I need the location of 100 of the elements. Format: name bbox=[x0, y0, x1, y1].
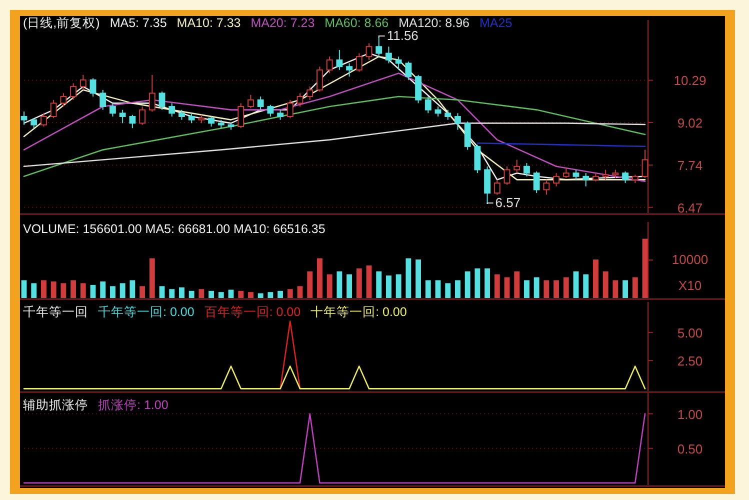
bar bbox=[21, 280, 27, 298]
candlestick bbox=[326, 56, 333, 74]
bar bbox=[474, 268, 480, 298]
bar bbox=[41, 280, 46, 298]
bar bbox=[179, 287, 184, 298]
bar bbox=[60, 283, 66, 298]
candlestick bbox=[257, 96, 264, 110]
text: 十年等一回: 0.00 bbox=[310, 305, 407, 319]
bar bbox=[228, 290, 234, 298]
candlestick bbox=[80, 74, 86, 90]
candlestick bbox=[474, 144, 481, 174]
candlestick bbox=[366, 42, 372, 60]
candlestick bbox=[356, 52, 362, 72]
candlestick bbox=[238, 102, 244, 129]
bar bbox=[297, 286, 303, 298]
bar bbox=[445, 283, 451, 298]
bar bbox=[573, 271, 579, 298]
bar bbox=[554, 280, 559, 298]
candlestick bbox=[60, 92, 67, 108]
text: MA120: 8.96 bbox=[398, 16, 470, 30]
bar bbox=[366, 265, 372, 298]
annotation: 6.57 bbox=[495, 195, 521, 210]
bar bbox=[544, 280, 550, 298]
candlestick bbox=[494, 179, 500, 196]
candlestick bbox=[90, 78, 96, 98]
y-tick-label: 10.29 bbox=[674, 73, 706, 88]
chart-title: 辅助抓涨停 bbox=[23, 398, 88, 412]
annotation: 千年等一回: 0.00 bbox=[98, 305, 194, 319]
candlestick bbox=[582, 172, 590, 187]
candlestick bbox=[188, 112, 195, 124]
bar bbox=[336, 271, 342, 298]
candlestick bbox=[286, 99, 294, 119]
candlestick bbox=[405, 61, 412, 80]
candlestick bbox=[336, 49, 343, 70]
candlestick bbox=[434, 106, 442, 117]
bar bbox=[622, 280, 628, 298]
bar bbox=[494, 274, 500, 298]
text: MA25 bbox=[480, 16, 512, 30]
text: MA20: 7.23 bbox=[250, 16, 315, 30]
y-tick-label: 6.47 bbox=[677, 200, 703, 216]
candlestick bbox=[504, 166, 510, 186]
bar bbox=[218, 292, 224, 298]
bar bbox=[258, 293, 264, 298]
chart-title: (日线,前复权) bbox=[23, 16, 100, 30]
candlestick bbox=[543, 179, 550, 196]
candlestick bbox=[622, 170, 628, 184]
bar bbox=[642, 238, 648, 298]
y-tick-label: 7.74 bbox=[677, 158, 703, 174]
bar bbox=[140, 286, 145, 298]
annotation: 11.56 bbox=[386, 28, 418, 43]
text: MA5: 7.35 bbox=[110, 16, 167, 30]
y-tick-label: 9.02 bbox=[677, 115, 703, 130]
candlestick bbox=[168, 102, 176, 117]
candlestick bbox=[296, 92, 304, 108]
bar bbox=[188, 290, 194, 298]
y-tick-label: 5.00 bbox=[677, 325, 703, 340]
text: MA10: 7.33 bbox=[176, 16, 241, 30]
bar bbox=[425, 280, 431, 298]
candlestick bbox=[424, 96, 432, 114]
bar bbox=[110, 286, 116, 298]
line-series bbox=[23, 96, 646, 178]
bar bbox=[464, 271, 470, 298]
candlestick bbox=[386, 46, 392, 64]
y-tick-label: 1.00 bbox=[677, 406, 703, 422]
y-tick-label: 0.50 bbox=[677, 441, 703, 456]
bar bbox=[593, 259, 598, 298]
bar bbox=[484, 268, 490, 298]
candlestick bbox=[148, 74, 156, 112]
candlestick bbox=[376, 37, 382, 58]
candlestick bbox=[524, 162, 530, 177]
text: 抓涨停: 1.00 bbox=[98, 398, 168, 412]
candlestick bbox=[100, 89, 106, 110]
bar bbox=[90, 284, 96, 298]
bar bbox=[198, 289, 204, 298]
candlestick bbox=[572, 169, 580, 180]
candlestick bbox=[444, 109, 452, 120]
bar bbox=[514, 271, 520, 298]
bar bbox=[287, 289, 293, 298]
bar bbox=[612, 280, 618, 298]
bar bbox=[632, 277, 638, 298]
candlestick bbox=[346, 62, 352, 78]
candlestick bbox=[464, 120, 471, 150]
candlestick bbox=[316, 66, 323, 92]
bar bbox=[208, 290, 214, 298]
bar bbox=[100, 281, 106, 298]
bar bbox=[307, 271, 313, 298]
candlestick bbox=[178, 109, 185, 120]
bar bbox=[130, 280, 136, 298]
chart-title: VOLUME: 156601.00 MA5: 66681.00 MA10: 66516.35 bbox=[23, 222, 326, 236]
candlestick bbox=[20, 111, 28, 126]
candlestick bbox=[110, 102, 116, 117]
bar bbox=[504, 277, 510, 298]
candlestick bbox=[553, 172, 560, 187]
bar bbox=[278, 290, 283, 298]
candlestick bbox=[454, 112, 461, 130]
candlestick bbox=[484, 166, 490, 205]
candlestick bbox=[30, 118, 38, 129]
candlestick bbox=[306, 86, 314, 100]
bar bbox=[248, 292, 254, 298]
bar bbox=[524, 280, 530, 298]
